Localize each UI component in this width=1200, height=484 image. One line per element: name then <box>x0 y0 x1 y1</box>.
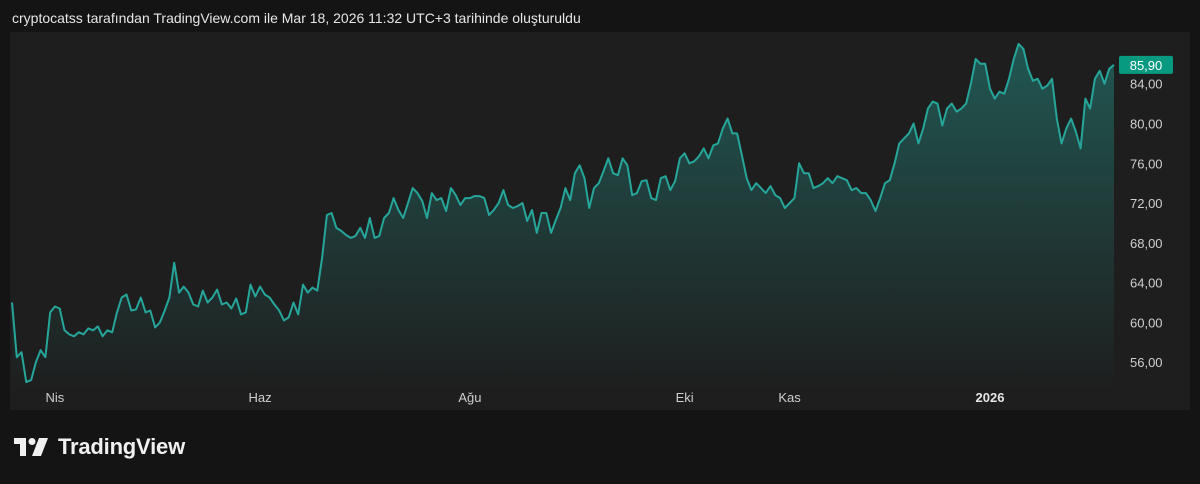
x-tick-label: Ağu <box>458 390 481 405</box>
price-chart[interactable]: 56,00 60,00 64,00 68,00 72,00 76,00 80,00 84,00… <box>10 32 1190 410</box>
y-tick-label: 64,00 <box>1130 276 1163 291</box>
brand: TradingView <box>12 434 185 460</box>
x-tick-label: Eki <box>676 390 694 405</box>
x-tick-label: Haz <box>249 390 272 405</box>
x-axis: NisHazAğuEkiKas2026Mar <box>46 390 1005 405</box>
brand-name: TradingView <box>58 434 185 459</box>
last-price-badge <box>1119 55 1173 74</box>
price-line <box>11 42 1115 384</box>
tradingview-logo-icon <box>14 438 48 456</box>
y-tick-label: 84,00 <box>1130 77 1163 92</box>
last-price-label: 85,90 <box>1119 55 1173 74</box>
x-tick-label: 2026 <box>976 390 1005 405</box>
last-price-value: 85,90 <box>1130 58 1163 73</box>
y-tick-label: 56,00 <box>1130 355 1163 370</box>
price-area-fill <box>12 43 1114 393</box>
y-axis: 56,00 60,00 64,00 68,00 72,00 76,00 80,00 84,00 <box>1130 77 1163 370</box>
x-tick-label: Nis <box>46 390 65 405</box>
chart-attribution: cryptocatss tarafından TradingView.com i… <box>12 10 581 26</box>
y-tick-label: 60,00 <box>1130 315 1163 330</box>
x-tick-label: Kas <box>778 390 801 405</box>
y-tick-label: 72,00 <box>1130 196 1163 211</box>
y-tick-label: 68,00 <box>1130 236 1163 251</box>
y-tick-label: 80,00 <box>1130 117 1163 132</box>
chart-panel[interactable]: 56,00 60,00 64,00 68,00 72,00 76,00 80,00 84,00… <box>10 32 1190 410</box>
y-tick-label: 76,00 <box>1130 156 1163 171</box>
